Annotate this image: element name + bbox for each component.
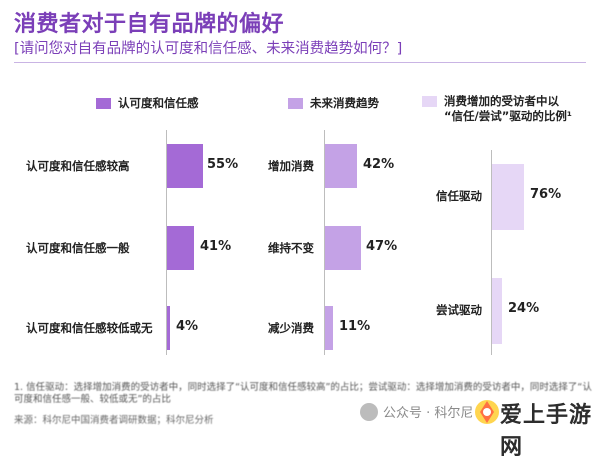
bar (325, 226, 361, 270)
bar (167, 226, 195, 270)
category-label: 增加消费 (268, 159, 314, 173)
wechat-icon (360, 402, 378, 421)
source-note: 来源：科尔尼中国消费者调研数据；科尔尼分析 (14, 415, 214, 426)
bar (492, 278, 503, 344)
watermark-social: 公众号 · 科尔尼 (360, 402, 473, 421)
legend-label: 认可度和信任感 (118, 96, 199, 110)
category-label: 信任驱动 (436, 189, 482, 203)
category-label: 认可度和信任感较低或无 (26, 321, 153, 335)
page-subtitle: [请问您对自有品牌的认可度和信任感、未来消费趋势如何？] (14, 41, 403, 57)
legend-driver: 消费增加的受访者中以 “信任/尝试”驱动的比例¹ (422, 94, 572, 124)
legend-swatch (422, 96, 437, 107)
axis-line (324, 130, 325, 355)
category-label: 认可度和信任感较高 (26, 159, 130, 173)
category-label: 尝试驱动 (436, 303, 482, 317)
title-divider (14, 62, 586, 63)
footnote: 1. 信任驱动：选择增加消费的受访者中，同时选择了“认可度和信任感较高”的占比；… (14, 382, 592, 405)
category-label: 维持不变 (268, 241, 314, 255)
category-label: 减少消费 (268, 321, 314, 335)
value-label: 24% (508, 301, 540, 316)
axis-line (166, 130, 167, 355)
watermark-social-text: 公众号 · 科尔尼 (383, 406, 474, 421)
category-label: 认可度和信任感一般 (26, 241, 130, 255)
value-label: 42% (363, 157, 395, 172)
value-label: 76% (530, 187, 562, 202)
axis-line (491, 150, 492, 355)
bar (492, 164, 524, 230)
bar (325, 144, 357, 188)
value-label: 4% (176, 319, 199, 334)
legend-swatch (96, 98, 111, 109)
watermark-logo: 爱上手游网 (472, 392, 596, 460)
legend-trust: 认可度和信任感 (96, 96, 199, 111)
value-label: 55% (207, 157, 239, 172)
bar (167, 144, 204, 188)
bar (325, 306, 334, 350)
value-label: 47% (366, 239, 398, 254)
legend-swatch (288, 98, 303, 109)
bar (167, 306, 170, 350)
value-label: 41% (200, 239, 232, 254)
page-title: 消费者对于自有品牌的偏好 (14, 12, 285, 37)
watermark-site-text: 爱上手游网 (500, 403, 593, 460)
legend-future: 未来消费趋势 (288, 96, 379, 111)
legend-label: 消费增加的受访者中以 “信任/尝试”驱动的比例¹ (444, 94, 572, 123)
value-label: 11% (339, 319, 371, 334)
legend-label: 未来消费趋势 (310, 96, 379, 110)
watermark-logo-icon (475, 400, 499, 424)
